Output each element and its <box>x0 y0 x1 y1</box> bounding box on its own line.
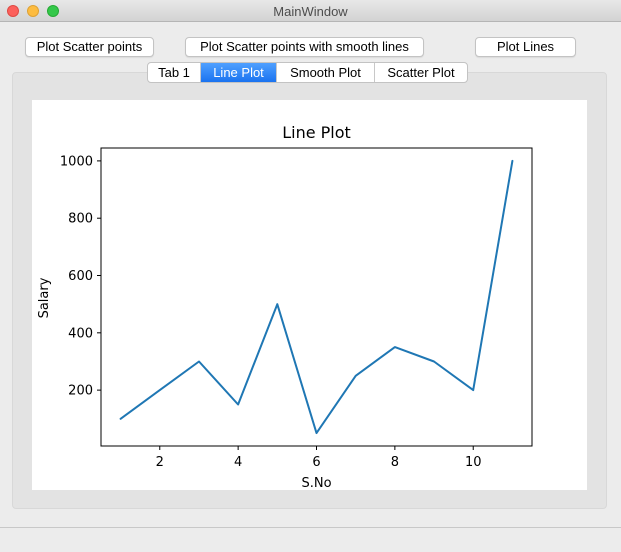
tab-smooth-plot[interactable]: Smooth Plot <box>277 63 375 82</box>
plot-lines-button[interactable]: Plot Lines <box>475 37 576 57</box>
zoom-window-button[interactable] <box>47 5 59 17</box>
plot-scatter-points-button[interactable]: Plot Scatter points <box>25 37 154 57</box>
plot-frame <box>100 147 533 447</box>
series-line <box>119 159 514 435</box>
title-bar: MainWindow <box>0 0 621 22</box>
plot-scatter-smooth-lines-button[interactable]: Plot Scatter points with smooth lines <box>185 37 424 57</box>
y-tick-label: 1000 <box>60 154 93 169</box>
plot-canvas: Line Plot S.No Salary 2 4 6 8 10 200 400 600 800… <box>32 100 587 490</box>
tab-bar: Tab 1 Line Plot Smooth Plot Scatter Plot <box>147 62 468 83</box>
x-axis-label: S.No <box>301 476 331 490</box>
y-axis-label: Salary <box>37 277 52 318</box>
y-tick-label: 200 <box>68 384 93 399</box>
line-chart: Line Plot S.No Salary 2 4 6 8 10 200 400 600 800… <box>37 123 533 490</box>
chart-title: Line Plot <box>282 123 351 142</box>
x-tick-label: 4 <box>234 455 242 470</box>
tab-tab-1[interactable]: Tab 1 <box>148 63 201 82</box>
tab-scatter-plot[interactable]: Scatter Plot <box>387 65 455 80</box>
x-tick-label: 8 <box>391 455 399 470</box>
tab-line-plot[interactable]: Line Plot <box>201 63 277 82</box>
x-tick-label: 2 <box>156 455 164 470</box>
minimize-window-button[interactable] <box>27 5 39 17</box>
y-tick-label: 800 <box>68 212 93 227</box>
close-window-button[interactable] <box>7 5 19 17</box>
x-tick-label: 10 <box>465 455 482 470</box>
x-tick-label: 6 <box>312 455 320 470</box>
status-bar <box>0 527 621 552</box>
window-title: MainWindow <box>273 4 348 19</box>
y-tick-label: 600 <box>68 269 93 284</box>
y-tick-label: 400 <box>68 326 93 341</box>
